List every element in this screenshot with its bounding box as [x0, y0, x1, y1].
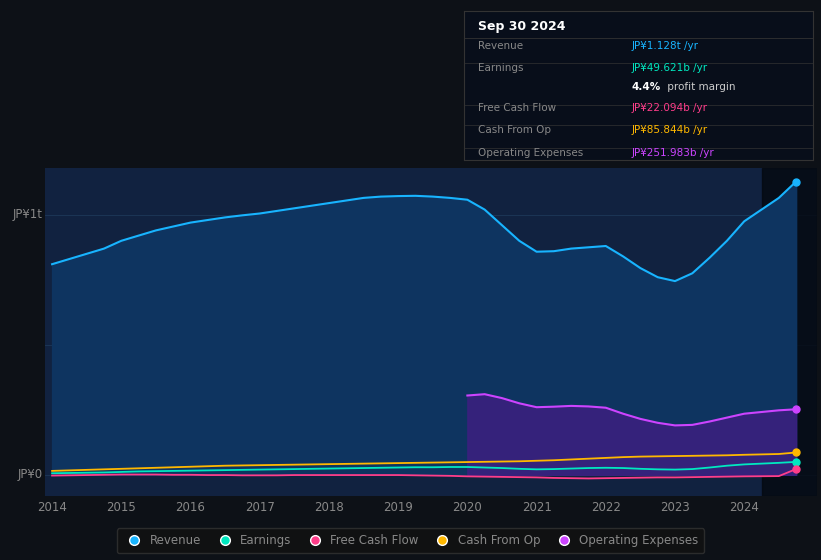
Text: JP¥1t: JP¥1t	[13, 208, 43, 221]
Text: Operating Expenses: Operating Expenses	[478, 148, 583, 158]
Text: Sep 30 2024: Sep 30 2024	[478, 20, 566, 33]
Text: Earnings: Earnings	[478, 63, 523, 73]
Text: JP¥85.844b /yr: JP¥85.844b /yr	[631, 125, 708, 136]
Text: Free Cash Flow: Free Cash Flow	[478, 103, 556, 113]
Text: Revenue: Revenue	[478, 41, 523, 51]
Text: JP¥1.128t /yr: JP¥1.128t /yr	[631, 41, 699, 51]
Bar	[762, 168, 817, 496]
Text: JP¥22.094b /yr: JP¥22.094b /yr	[631, 103, 708, 113]
Text: JP¥251.983b /yr: JP¥251.983b /yr	[631, 148, 714, 158]
Legend: Revenue, Earnings, Free Cash Flow, Cash From Op, Operating Expenses: Revenue, Earnings, Free Cash Flow, Cash …	[117, 528, 704, 553]
Text: JP¥0: JP¥0	[18, 468, 43, 481]
Text: 4.4%: 4.4%	[631, 82, 661, 92]
Text: Cash From Op: Cash From Op	[478, 125, 551, 136]
Text: profit margin: profit margin	[664, 82, 736, 92]
Text: JP¥49.621b /yr: JP¥49.621b /yr	[631, 63, 708, 73]
